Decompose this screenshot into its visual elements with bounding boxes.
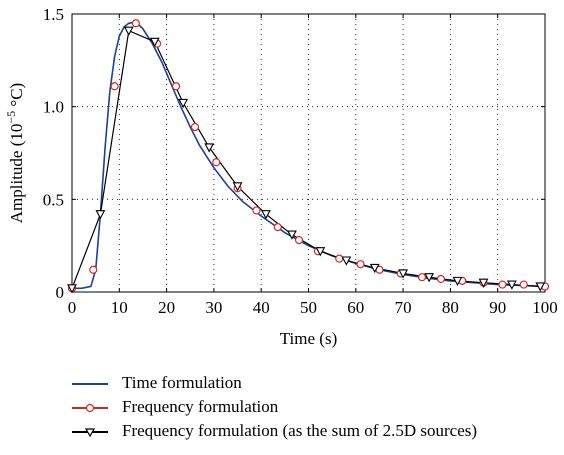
data-point-frequency (190, 122, 200, 132)
data-point-frequency-sum (67, 284, 77, 294)
y-axis-label: Amplitude (10−5 °C) (4, 83, 26, 223)
data-point-frequency-sum (424, 273, 435, 283)
x-tick-label: 30 (205, 298, 222, 317)
data-point-frequency (417, 273, 427, 282)
data-point-frequency (294, 236, 304, 245)
data-point-frequency-sum (506, 280, 517, 290)
data-point-frequency-sum (287, 230, 297, 240)
series-line (71, 29, 541, 289)
y-tick-label: 0 (56, 283, 65, 302)
circle-marker-icon (85, 403, 95, 413)
data-point-frequency (519, 280, 528, 289)
x-tick-label: 90 (489, 298, 506, 317)
y-tick-label: 0.5 (43, 190, 64, 209)
grid-lines (72, 14, 545, 292)
x-tick-label: 40 (253, 298, 270, 317)
data-point-frequency-sum (123, 26, 134, 36)
data-point-frequency (356, 260, 365, 269)
data-point-frequency-sum (232, 182, 243, 192)
data-point-frequency-sum (341, 256, 352, 266)
data-point-frequency-sum (535, 282, 546, 292)
series-line (72, 21, 546, 290)
legend-label-frequency-sum: Frequency formulation (as the sum of 2.5… (122, 421, 478, 440)
series-layer (67, 19, 550, 294)
legend-label-time: Time formulation (122, 373, 242, 392)
y-tick-label: 1.5 (43, 5, 64, 24)
x-tick-label: 0 (68, 298, 77, 317)
data-point-frequency (212, 158, 221, 167)
y-axis-label-prefix: Amplitude (10 (7, 124, 26, 224)
data-point-frequency-sum (261, 210, 271, 220)
data-point-frequency-sum (149, 37, 160, 47)
triangle-down-marker-icon (85, 428, 95, 437)
data-point-frequency-sum (452, 276, 463, 287)
data-point-frequency (335, 254, 344, 263)
data-point-frequency (252, 206, 261, 215)
data-point-frequency (498, 280, 507, 289)
x-tick-label: 60 (347, 298, 364, 317)
x-tick-label: 20 (158, 298, 175, 317)
y-axis-label-exponent: −5 (4, 111, 18, 124)
axis-ticks: 0 10 20 30 40 50 60 70 80 90 100 0 0.5 1.0 1.5 (43, 5, 558, 317)
data-point-frequency (89, 265, 98, 274)
x-tick-label: 10 (111, 298, 128, 317)
x-tick-label: 50 (300, 298, 317, 317)
data-point-frequency (131, 19, 140, 28)
plot-frame (71, 13, 546, 293)
legend-swatch-time (72, 383, 108, 385)
data-point-frequency-sum (178, 98, 189, 109)
x-axis-label: Time (s) (280, 329, 337, 348)
y-tick-label: 1.0 (43, 98, 64, 117)
chart: 0 10 20 30 40 50 60 70 80 90 100 0 0.5 1.0 1.5 Time (s… (4, 5, 558, 348)
data-point-frequency (436, 274, 446, 284)
data-point-frequency-sum (315, 247, 326, 257)
data-point-frequency-sum (398, 269, 409, 279)
data-point-frequency (273, 223, 282, 232)
x-tick-label: 100 (532, 298, 558, 317)
legend-label-frequency: Frequency formulation (122, 397, 279, 416)
data-point-frequency-sum (204, 143, 215, 153)
y-axis-label-suffix: °C) (7, 83, 26, 111)
x-tick-label: 70 (395, 298, 412, 317)
data-point-frequency (110, 82, 119, 91)
data-point-frequency-sum (478, 278, 489, 288)
data-point-frequency-sum (95, 210, 106, 220)
data-point-frequency-sum (369, 263, 380, 274)
data-point-frequency (171, 82, 181, 91)
x-tick-label: 80 (442, 298, 459, 317)
